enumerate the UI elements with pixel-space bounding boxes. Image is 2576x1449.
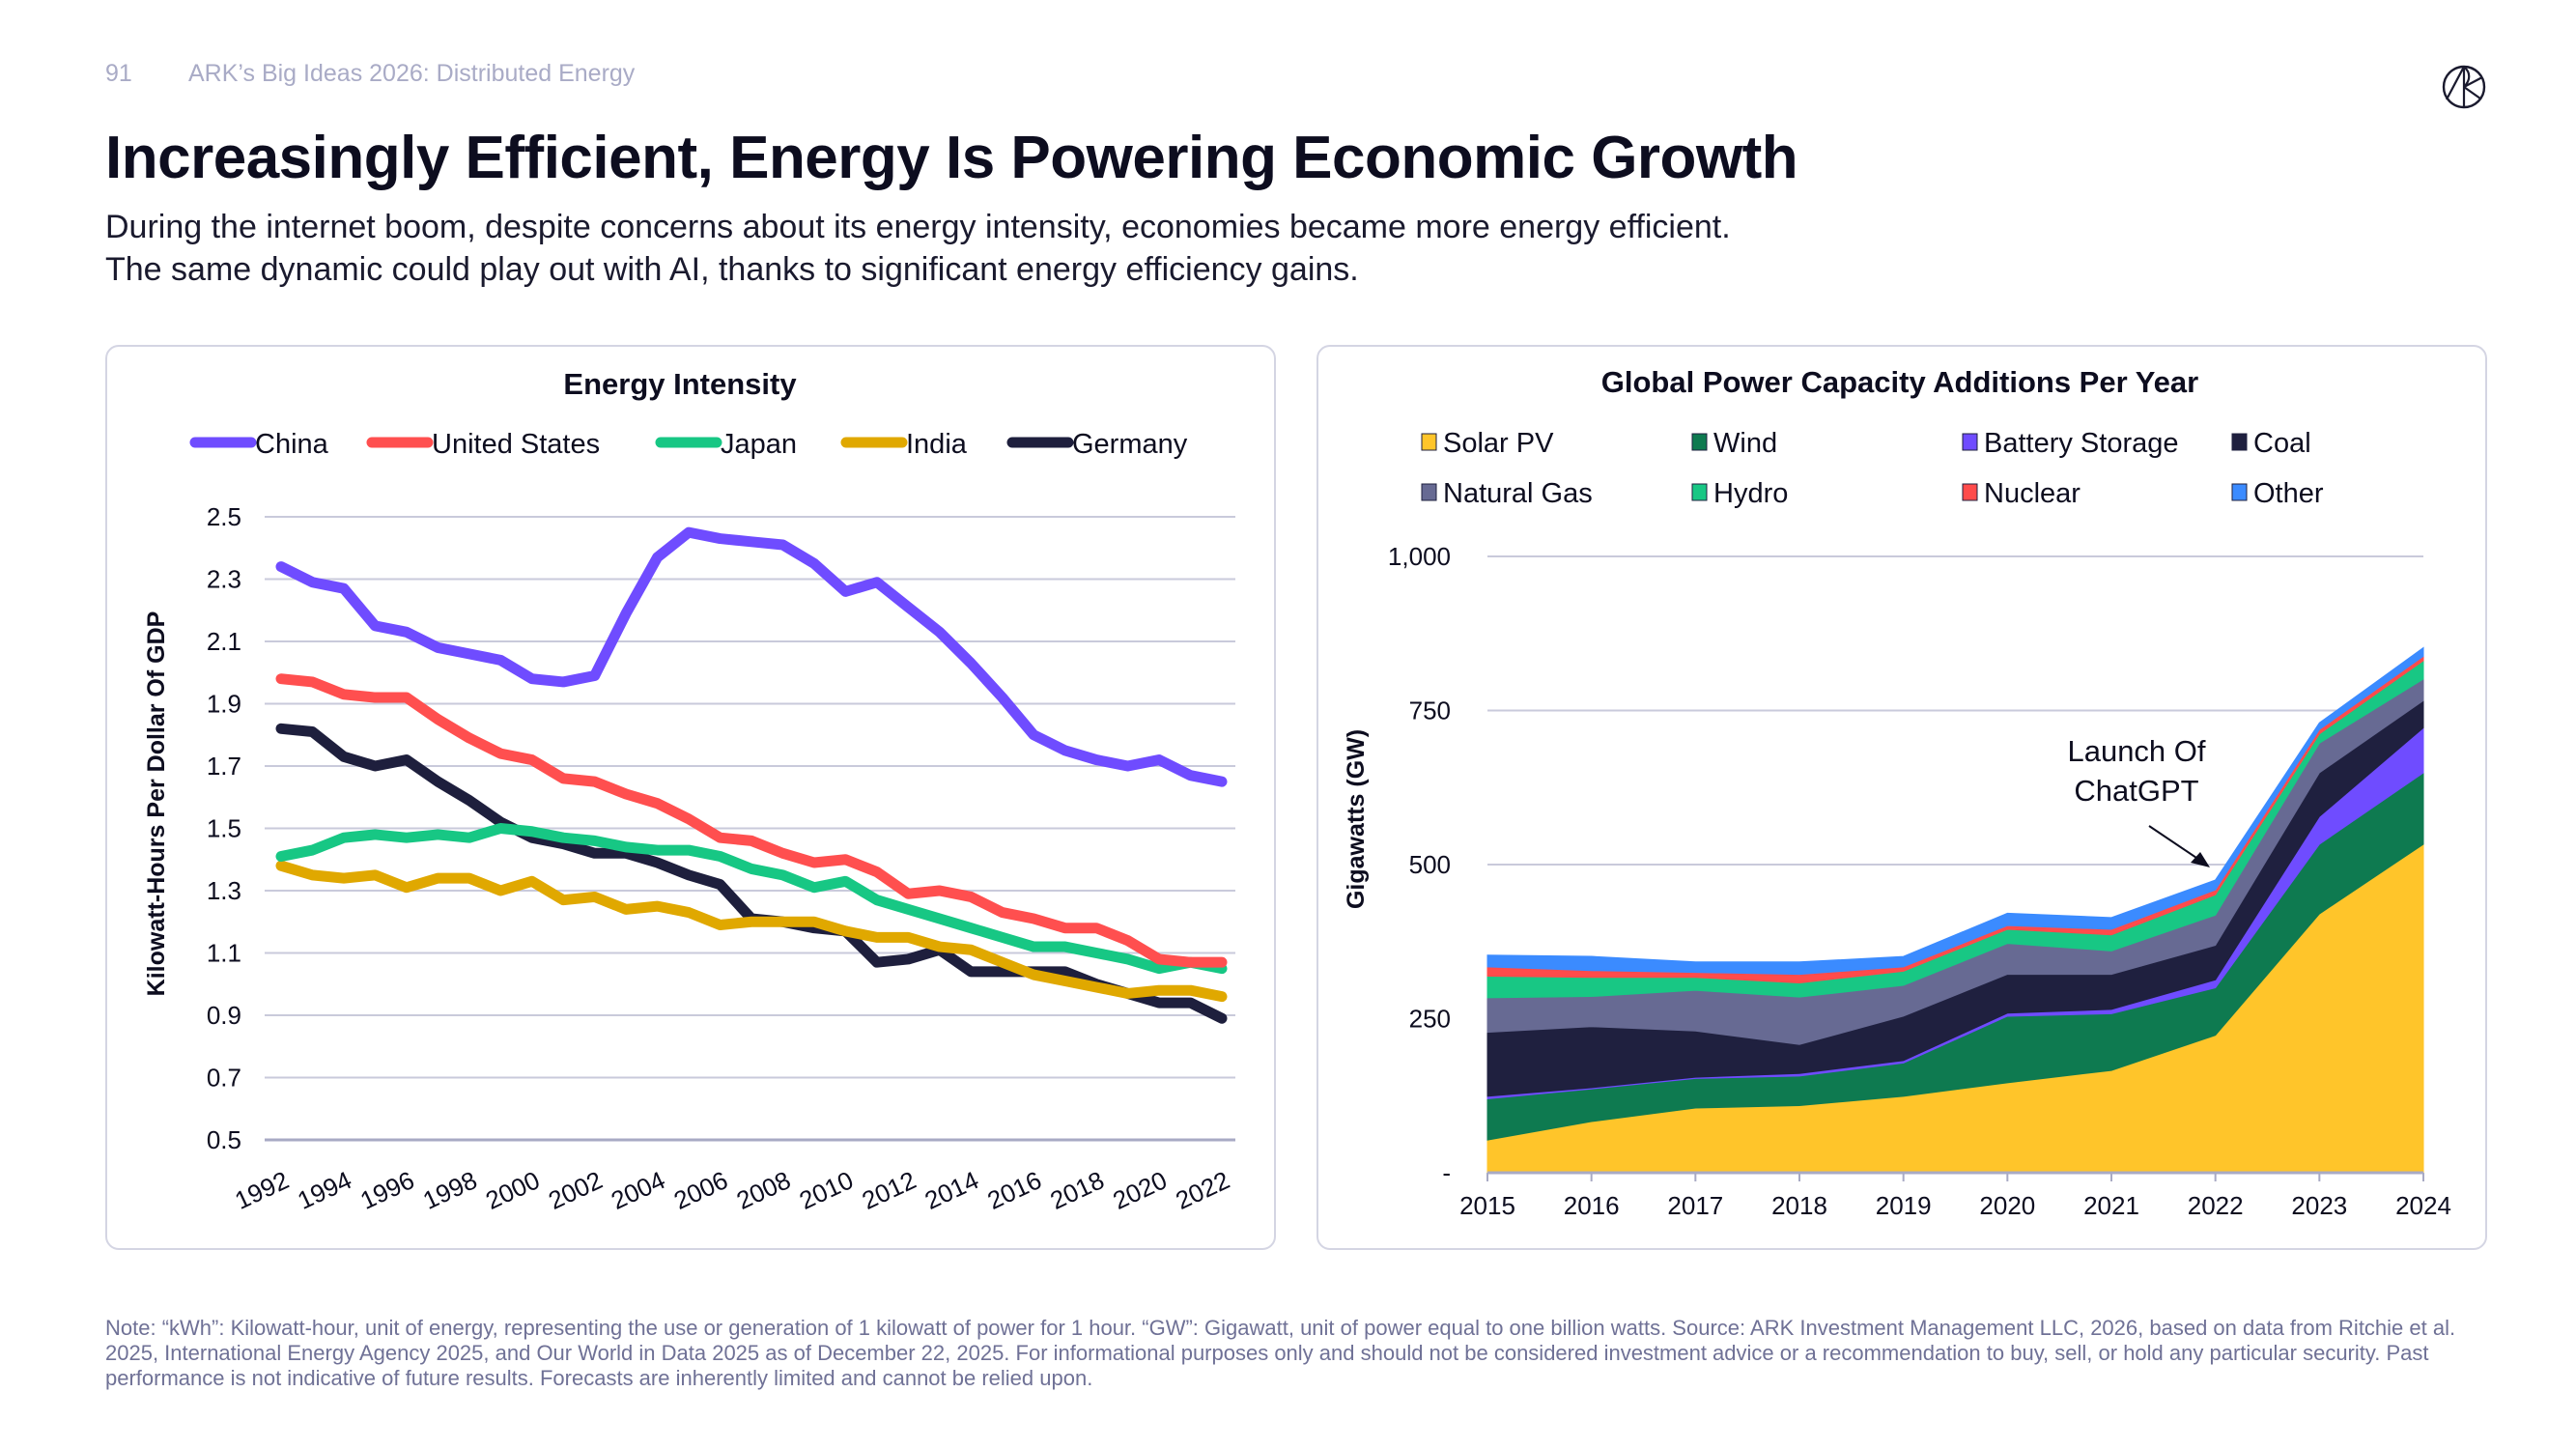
legend-item: India [840,429,968,460]
legend-swatch [1691,433,1708,451]
page-number: 91 [105,60,132,87]
legend-label: Other [2253,478,2324,509]
legend-label: Nuclear [1984,478,2081,509]
legend-label: Japan [721,429,797,460]
y-tick-label: 1.9 [207,690,241,719]
legend-swatch [1421,483,1437,501]
legend-item: Nuclear [1962,478,2081,509]
y-axis-label: Gigawatts (GW) [1343,729,1370,909]
legend-label: Coal [2253,428,2311,459]
x-tick-label: 2021 [2083,1191,2139,1220]
series-line-china [275,526,1228,787]
legend-item: Natural Gas [1421,478,1593,509]
energy-intensity-panel [105,345,1276,1250]
subtitle-line-1: During the internet boom, despite concer… [105,209,1731,245]
legend-item: Germany [1006,429,1188,460]
legend-swatch [2231,433,2248,451]
legend-label: Wind [1713,428,1777,459]
footnote: Note: “kWh”: Kilowatt-hour, unit of ener… [105,1316,2456,1390]
legend-label: Germany [1072,429,1188,460]
y-tick-label: 500 [1409,850,1451,879]
legend-label: Solar PV [1443,428,1554,459]
legend-item: United States [366,429,600,460]
legend-item: Hydro [1691,478,1788,509]
x-tick-label: 2024 [2395,1191,2451,1220]
legend-swatch [2231,483,2248,501]
y-tick-label: 1.7 [207,752,241,781]
legend-label: China [255,429,329,460]
x-tick-label: 2019 [1876,1191,1932,1220]
x-tick-label: 2018 [1771,1191,1827,1220]
legend-item: Other [2231,478,2324,509]
legend-swatch [1962,433,1978,451]
legend-label: Natural Gas [1443,478,1593,509]
chart-title: Global Power Capacity Additions Per Year [1601,365,2198,399]
y-tick-label: 750 [1409,696,1451,725]
x-tick-label: 2020 [1979,1191,2035,1220]
running-title: ARK’s Big Ideas 2026: Distributed Energy [188,60,636,87]
y-tick-label: 1,000 [1388,542,1451,571]
legend-swatch [1691,483,1708,501]
legend-item: Japan [655,429,797,460]
page-title: Increasingly Efficient, Energy Is Poweri… [105,125,1798,191]
chart-title: Energy Intensity [563,367,797,401]
legend-item: Wind [1691,428,1777,459]
subtitle-line-2: The same dynamic could play out with AI,… [105,251,1359,288]
y-axis-label: Kilowatt-Hours Per Dollar Of GDP [143,611,170,997]
y-tick-label: 1.1 [207,939,241,968]
legend-swatch [1962,483,1978,501]
x-tick-label: 2022 [2188,1191,2244,1220]
legend-item: Coal [2231,428,2311,459]
y-tick-label: 0.7 [207,1064,241,1093]
series-line-japan [275,823,1228,975]
annotation-line-1: Launch Of [2067,734,2205,768]
x-tick-label: 2023 [2291,1191,2347,1220]
y-tick-label: - [1442,1158,1451,1187]
legend-item: Battery Storage [1962,428,2179,459]
annotation-line-2: ChatGPT [2074,774,2198,808]
y-tick-label: 0.5 [207,1125,241,1154]
y-tick-label: 2.1 [207,627,241,656]
y-tick-label: 250 [1409,1005,1451,1034]
y-tick-label: 2.3 [207,565,241,594]
legend-label: United States [432,429,600,460]
legend-item: China [189,429,329,460]
y-tick-label: 1.3 [207,876,241,905]
x-tick-label: 2015 [1459,1191,1515,1220]
y-tick-label: 0.9 [207,1001,241,1030]
legend-label: Hydro [1713,478,1788,509]
y-tick-label: 1.5 [207,814,241,843]
legend-label: Battery Storage [1984,428,2179,459]
x-tick-label: 2017 [1667,1191,1723,1220]
legend-item: Solar PV [1421,428,1554,459]
x-tick-label: 2016 [1564,1191,1620,1220]
area-other [1486,646,2424,976]
ark-logo [2442,65,2486,109]
series-line-india [275,860,1228,1003]
legend-label: India [906,429,968,460]
series-line-united-states [275,673,1228,968]
legend-swatch [1421,433,1437,451]
y-tick-label: 2.5 [207,502,241,531]
annotation-arrow [2148,825,2210,867]
